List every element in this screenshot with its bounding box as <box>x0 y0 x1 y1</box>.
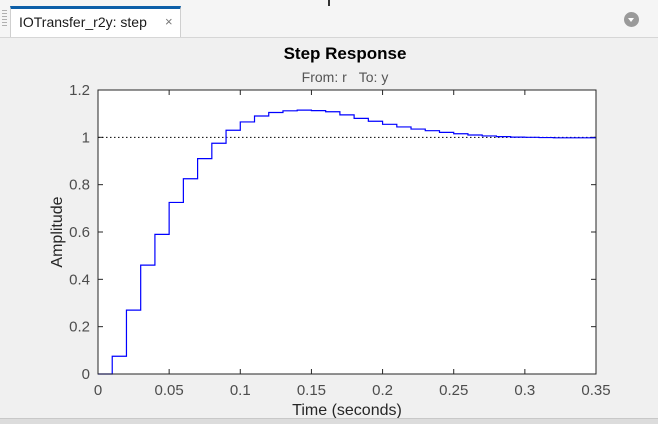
x-tick-label: 0.05 <box>155 382 184 399</box>
tab-label: IOTransfer_r2y: step <box>19 14 147 30</box>
x-tick-label: 0.2 <box>372 382 393 399</box>
y-tick-label: 0.2 <box>69 319 90 336</box>
x-tick-label: 0.3 <box>514 382 535 399</box>
y-tick-label: 0.4 <box>69 271 90 288</box>
close-icon[interactable]: × <box>165 14 173 29</box>
y-axis-label: Amplitude <box>49 196 66 267</box>
plot-area[interactable] <box>98 90 596 374</box>
tab-strip: IOTransfer_r2y: step × <box>0 0 658 38</box>
to-label: To: y <box>359 69 389 85</box>
step-response-series[interactable] <box>98 109 596 375</box>
y-tick-label: 0.6 <box>69 224 90 241</box>
x-tick-label: 0.25 <box>439 382 468 399</box>
tab-iotransfer-step[interactable]: IOTransfer_r2y: step × <box>10 6 181 37</box>
y-tick-label: 0.8 <box>69 177 90 194</box>
from-label: From: r <box>302 69 347 85</box>
y-tick-label: 1 <box>82 129 90 146</box>
x-tick-label: 0.1 <box>230 382 251 399</box>
grip-handle-icon[interactable] <box>2 10 7 26</box>
figure-area: Step Response From: r To: y 0 0.05 0.1 0.15 0… <box>0 38 658 419</box>
chart-title: Step Response <box>284 44 407 63</box>
y-tick-label: 0 <box>82 366 90 383</box>
x-axis-label: Time (seconds) <box>292 402 402 419</box>
step-response-chart[interactable]: Step Response From: r To: y 0 0.05 0.1 0.15 0… <box>0 38 658 419</box>
plot-frame <box>97 89 597 375</box>
chevron-down-icon[interactable] <box>624 12 639 27</box>
toolstrip-divider <box>328 0 330 6</box>
x-tick-label: 0.35 <box>581 382 610 399</box>
chart-subtitle: From: r To: y <box>302 69 389 85</box>
x-tick-label: 0.15 <box>297 382 326 399</box>
bottom-scroll-edge <box>0 418 658 424</box>
y-tick-label: 1.2 <box>69 82 90 99</box>
x-tick-label: 0 <box>94 382 102 399</box>
